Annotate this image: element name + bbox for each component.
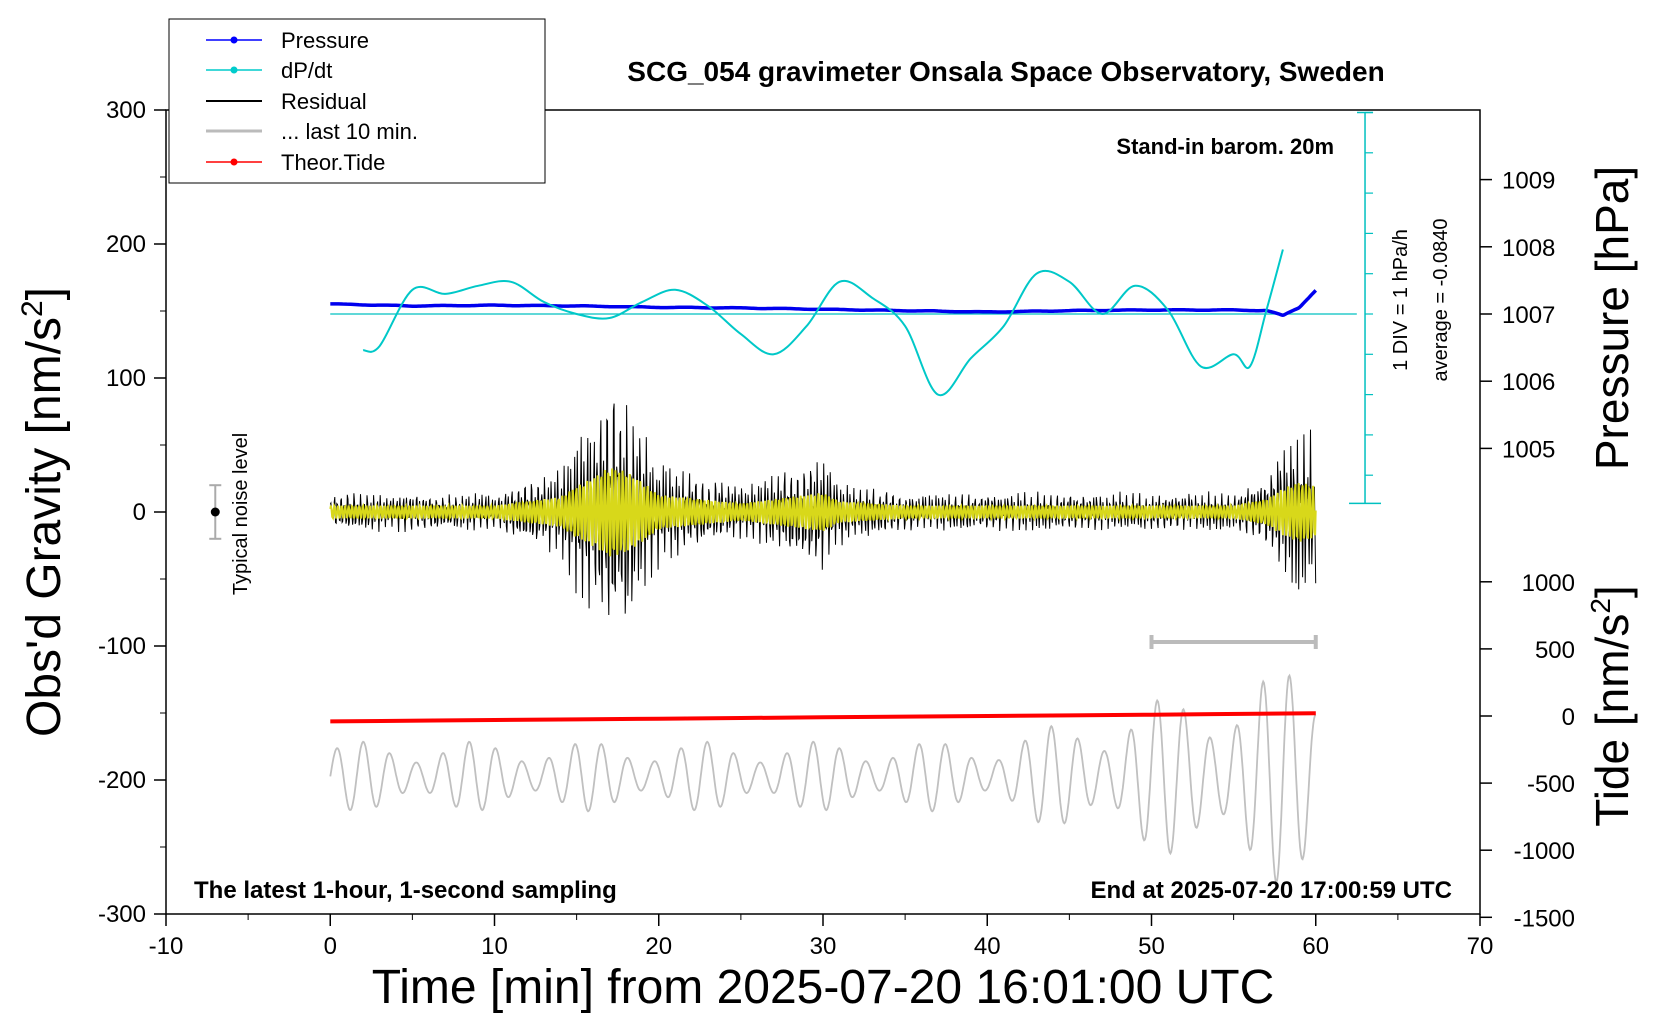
legend-item-residual: Residual xyxy=(206,89,367,114)
series-dpdt xyxy=(362,249,1284,397)
y-left-label-main: Obs'd Gravity [nm/s xyxy=(18,317,71,737)
y-axis-label-left: Obs'd Gravity [nm/s2] xyxy=(16,287,71,737)
tide-tick-label: 1000 xyxy=(1522,570,1575,597)
tide-tick-label: -1000 xyxy=(1514,838,1575,865)
div-scale-label: 1 DIV = 1 hPa/h xyxy=(1390,229,1412,371)
legend-label-dpdt: dP/dt xyxy=(281,58,332,83)
pressure-tick-label: 1009 xyxy=(1502,168,1555,195)
x-tick-label: 0 xyxy=(324,933,337,960)
pressure-tick-label: 1006 xyxy=(1502,369,1555,396)
legend-item-theor-tide: Theor.Tide xyxy=(206,150,385,175)
y-tick-label: 200 xyxy=(106,231,146,258)
legend-item-dpdt: dP/dt xyxy=(206,58,332,83)
noise-level-marker xyxy=(210,507,220,517)
residual-filtered-line xyxy=(329,468,1317,557)
legend-marker-tide xyxy=(230,158,238,166)
legend-label-pressure: Pressure xyxy=(281,28,369,53)
legend-marker-dpdt xyxy=(230,66,238,74)
legend-label-last10min: ... last 10 min. xyxy=(281,119,418,144)
y-left-label-sup: 2 xyxy=(16,300,49,317)
x-tick-label: 30 xyxy=(810,933,837,960)
legend-item-last10min: ... last 10 min. xyxy=(206,119,418,144)
tide-label-end: ] xyxy=(1586,585,1638,598)
x-tick-label: 10 xyxy=(481,933,508,960)
barometer-label: Stand-in barom. 20m xyxy=(1116,134,1334,159)
y-tick-label: 100 xyxy=(106,365,146,392)
series-residual-filtered xyxy=(329,468,1317,557)
y-left-label-end: ] xyxy=(18,287,71,300)
tide-tick-label: 0 xyxy=(1562,704,1575,731)
chart-decorations xyxy=(209,111,1382,649)
y-axis-label-pressure: Pressure [hPa] xyxy=(1586,166,1638,470)
tide-tick-label: -1500 xyxy=(1514,905,1575,932)
pressure-tick-label: 1007 xyxy=(1502,302,1555,329)
last10min-line xyxy=(329,673,1317,885)
series-theor-tide xyxy=(330,711,1316,724)
y-tick-label: 0 xyxy=(133,499,146,526)
x-tick-label: 50 xyxy=(1138,933,1165,960)
latest-sampling-label: The latest 1-hour, 1-second sampling xyxy=(194,877,617,904)
dpdt-line xyxy=(362,249,1284,397)
x-axis-label: Time [min] from 2025-07-20 16:01:00 UTC xyxy=(372,961,1275,1014)
y-tick-label: 300 xyxy=(106,97,146,124)
pressure-tick-label: 1008 xyxy=(1502,235,1555,262)
x-tick-label: 40 xyxy=(974,933,1001,960)
legend-label-theor-tide: Theor.Tide xyxy=(281,150,385,175)
y-axis-label-tide: Tide [nm/s2] xyxy=(1585,585,1638,826)
legend-item-pressure: Pressure xyxy=(206,28,369,53)
series-last10min xyxy=(329,673,1317,885)
y-tick-label: -300 xyxy=(98,901,146,928)
legend: Pressure dP/dt Residual ... last 10 min.… xyxy=(168,18,546,184)
pressure-line xyxy=(330,289,1318,317)
x-tick-label: 60 xyxy=(1302,933,1329,960)
y-tick-label: -200 xyxy=(98,767,146,794)
end-time-label: End at 2025-07-20 17:00:59 UTC xyxy=(1091,877,1453,904)
tide-label-sup: 2 xyxy=(1585,598,1616,614)
theor-tide-line xyxy=(330,711,1316,724)
noise-level-label: Typical noise level xyxy=(230,433,252,595)
tide-tick-label: 500 xyxy=(1535,637,1575,664)
chart-title: SCG_054 gravimeter Onsala Space Observat… xyxy=(627,56,1384,87)
legend-marker-pressure xyxy=(230,36,238,44)
series-pressure xyxy=(330,289,1318,317)
x-tick-label: 20 xyxy=(645,933,672,960)
x-tick-label: -10 xyxy=(149,933,184,960)
pressure-tick-label: 1005 xyxy=(1502,436,1555,463)
legend-label-residual: Residual xyxy=(281,89,367,114)
average-label: average = -0.0840 xyxy=(1430,219,1452,382)
tide-label-main: Tide [nm/s xyxy=(1586,614,1638,827)
axis-ticks: -10 0 10 20 30 40 50 60 703002001000-100-200-300… xyxy=(98,97,1575,960)
tide-tick-label: -500 xyxy=(1527,771,1575,798)
y-tick-label: -100 xyxy=(98,633,146,660)
x-tick-label: 70 xyxy=(1467,933,1494,960)
